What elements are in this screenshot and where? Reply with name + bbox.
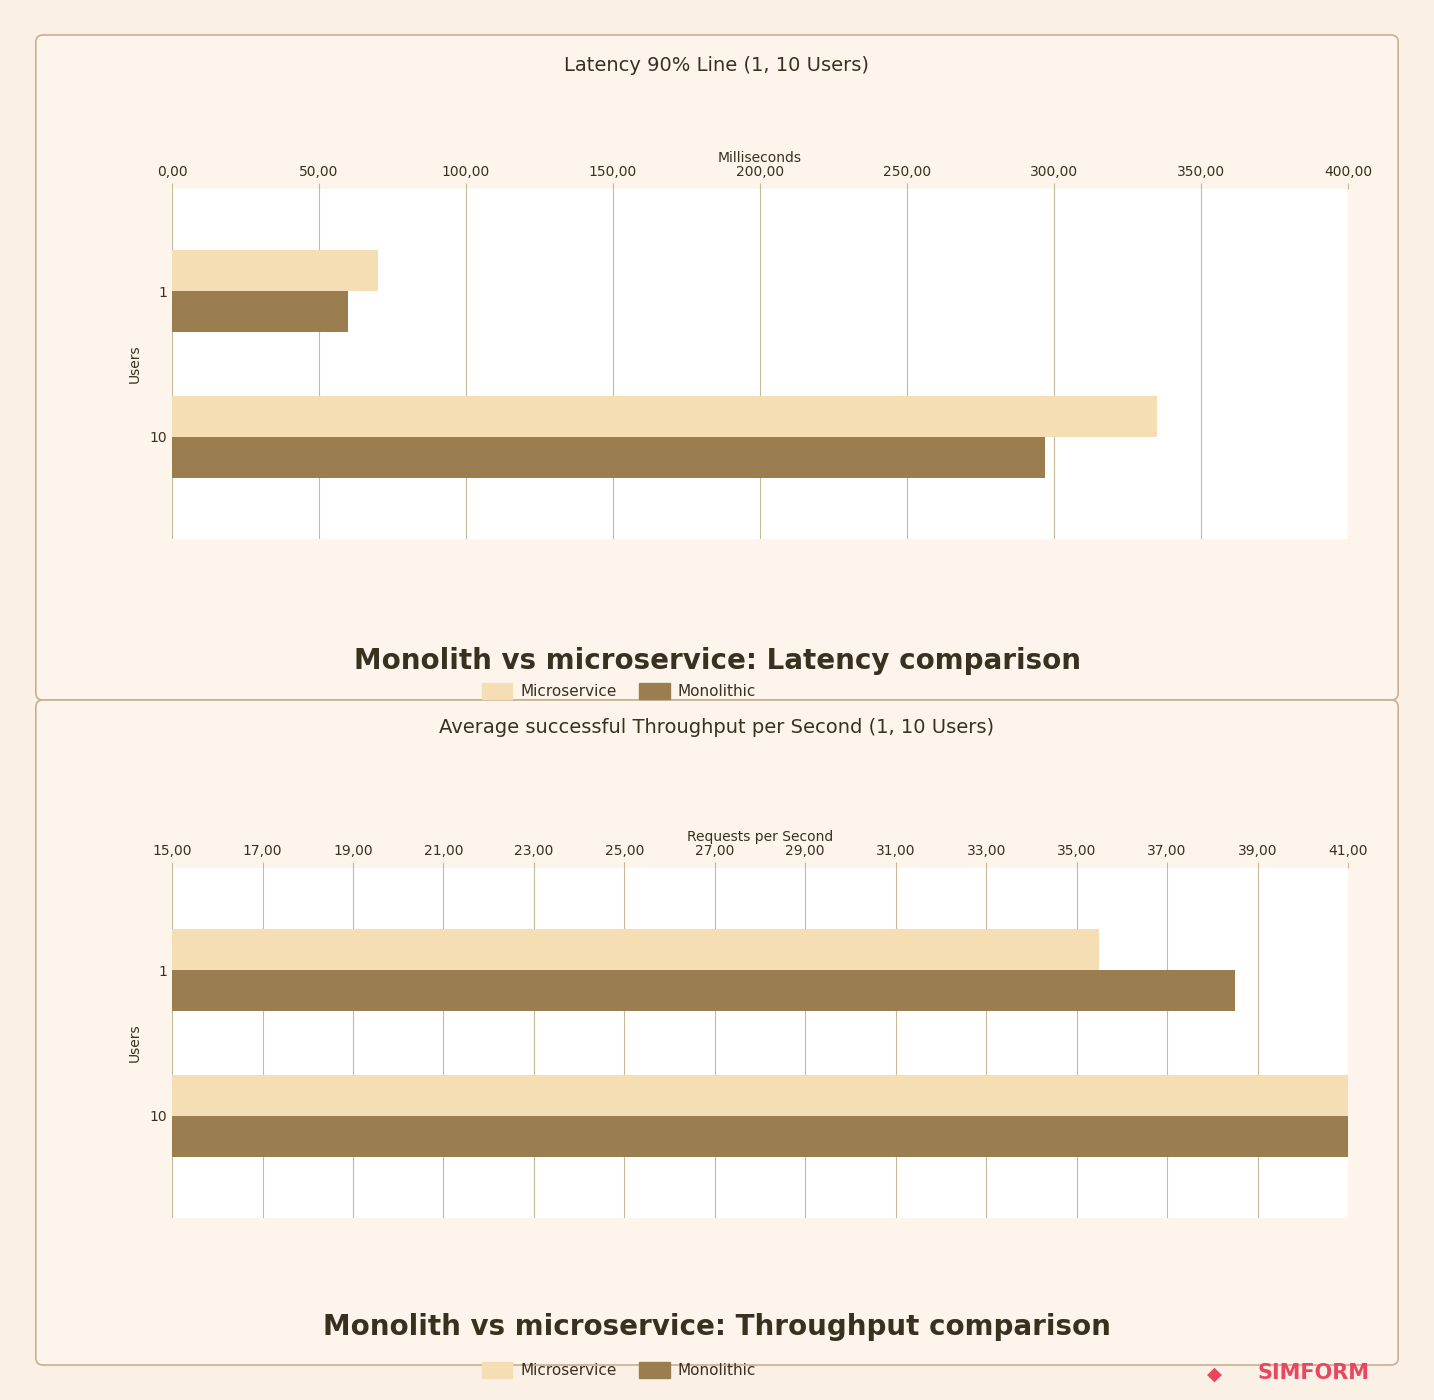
X-axis label: Milliseconds: Milliseconds bbox=[718, 151, 802, 165]
Bar bbox=[172, 437, 1045, 477]
Text: SIMFORM: SIMFORM bbox=[1258, 1364, 1369, 1383]
Text: ◆: ◆ bbox=[1207, 1364, 1222, 1383]
Legend: Microservice, Monolithic: Microservice, Monolithic bbox=[482, 683, 756, 700]
Y-axis label: Users: Users bbox=[128, 1023, 142, 1063]
Text: Average successful Throughput per Second (1, 10 Users): Average successful Throughput per Second… bbox=[439, 718, 995, 738]
Bar bbox=[172, 396, 1157, 437]
Text: Monolith vs microservice: Latency comparison: Monolith vs microservice: Latency compar… bbox=[354, 647, 1080, 675]
Bar bbox=[172, 291, 348, 332]
Bar bbox=[172, 1075, 1434, 1116]
Legend: Microservice, Monolithic: Microservice, Monolithic bbox=[482, 1362, 756, 1379]
Text: Latency 90% Line (1, 10 Users): Latency 90% Line (1, 10 Users) bbox=[565, 56, 869, 76]
Text: Monolith vs microservice: Throughput comparison: Monolith vs microservice: Throughput com… bbox=[323, 1313, 1111, 1341]
Bar bbox=[172, 970, 1235, 1011]
Bar bbox=[172, 251, 379, 291]
X-axis label: Requests per Second: Requests per Second bbox=[687, 830, 833, 844]
Y-axis label: Users: Users bbox=[128, 344, 142, 384]
Bar bbox=[172, 930, 1100, 970]
Bar bbox=[172, 1116, 1434, 1156]
